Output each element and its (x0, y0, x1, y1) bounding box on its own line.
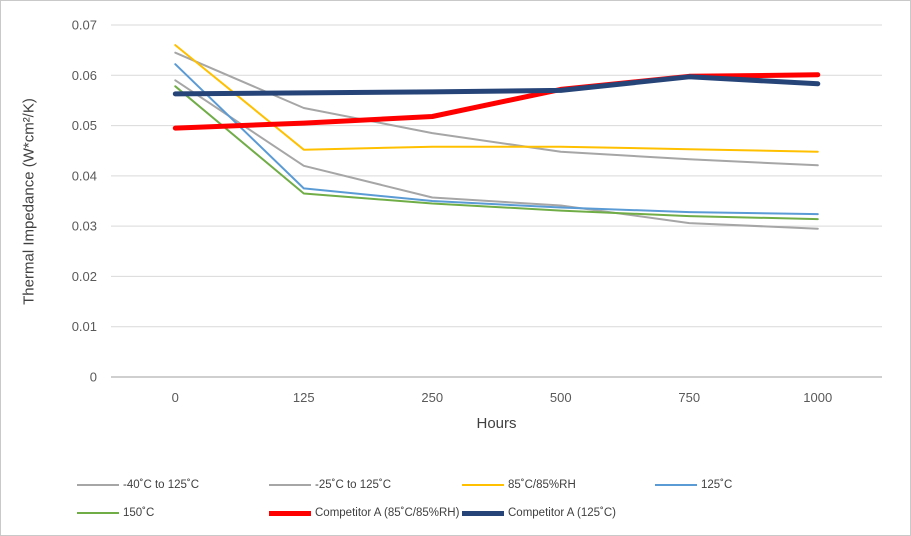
legend-swatch (77, 512, 119, 514)
x-tick-label: 0 (172, 390, 179, 405)
y-tick-label: 0.04 (72, 168, 97, 183)
series-line-3 (174, 63, 819, 216)
legend: -40˚C to 125˚C -25˚C to 125˚C 85˚C/85%RH 12… (1, 471, 910, 531)
series-line-5 (172, 72, 821, 131)
legend-item: 150˚C (77, 506, 154, 520)
legend-swatch (655, 484, 697, 486)
y-tick-label: 0.07 (72, 18, 97, 33)
legend-item: Competitor A (85˚C/85%RH) (269, 506, 459, 520)
legend-label: -25˚C to 125˚C (315, 479, 392, 491)
y-tick-label: 0.03 (72, 219, 97, 234)
legend-label: Competitor A (125˚C) (508, 507, 617, 519)
x-tick-label: 750 (678, 390, 700, 405)
x-tick-label: 500 (550, 390, 572, 405)
legend-swatch (462, 510, 504, 516)
x-tick-label: 125 (293, 390, 315, 405)
legend-item: -25˚C to 125˚C (269, 478, 391, 492)
legend-label: Competitor A (85˚C/85%RH) (315, 507, 460, 519)
y-tick-label: 0.06 (72, 68, 97, 83)
line-chart-canvas: 0 0.01 0.02 0.03 0.04 0.05 0.06 0.07 0 125 250 500 7… (72, 18, 882, 405)
y-tick-label: 0.02 (72, 269, 97, 284)
x-axis-tick-labels: 0 125 250 500 750 1000 (172, 390, 833, 405)
legend-item: -40˚C to 125˚C (77, 478, 199, 492)
legend-swatch (269, 510, 311, 516)
x-tick-label: 1000 (803, 390, 832, 405)
legend-swatch (77, 484, 119, 486)
series-line-6 (172, 74, 821, 97)
legend-label: -40˚C to 125˚C (123, 479, 200, 491)
legend-item: 85˚C/85%RH (462, 478, 576, 492)
y-tick-label: 0.01 (72, 319, 97, 334)
series-line-4 (174, 85, 819, 221)
y-tick-label: 0.05 (72, 118, 97, 133)
series-line-2 (174, 44, 819, 153)
series-line-1 (174, 79, 819, 230)
x-tick-label: 250 (421, 390, 443, 405)
series-lines (172, 44, 821, 230)
legend-item: Competitor A (125˚C) (462, 506, 616, 520)
legend-swatch (462, 484, 504, 486)
legend-label: 125˚C (701, 479, 733, 491)
y-axis-tick-labels: 0 0.01 0.02 0.03 0.04 0.05 0.06 0.07 (72, 18, 97, 385)
legend-label: 85˚C/85%RH (508, 479, 576, 491)
y-tick-label: 0 (90, 370, 97, 385)
legend-swatch (269, 484, 311, 486)
legend-label: 150˚C (123, 507, 155, 519)
y-axis-title: Thermal Impedance (W*cm²/K) (20, 98, 38, 305)
x-axis-title: Hours (476, 415, 517, 432)
legend-item: 125˚C (655, 478, 732, 492)
series-line-0 (174, 51, 819, 167)
